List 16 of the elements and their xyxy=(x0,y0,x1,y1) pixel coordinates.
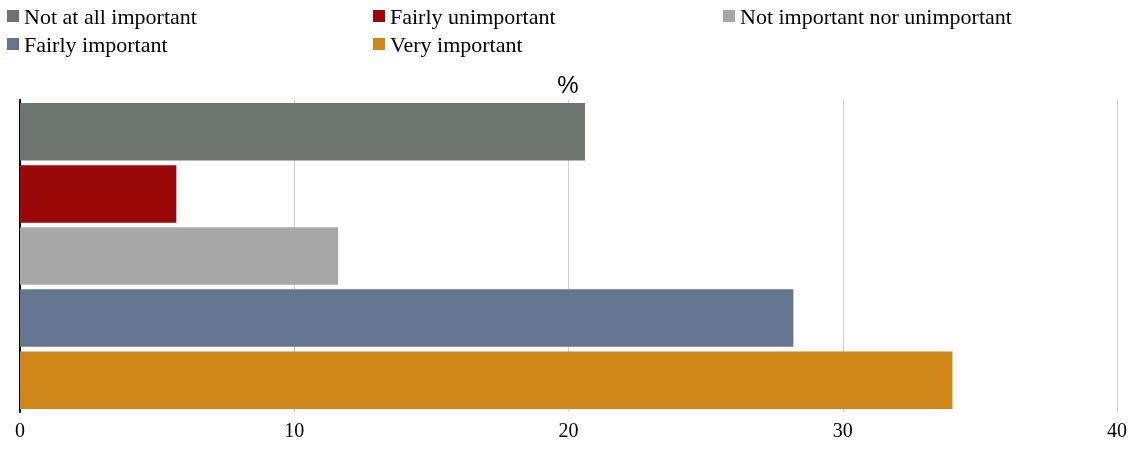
bar xyxy=(20,165,177,223)
legend-label: Not at all important xyxy=(24,3,197,29)
bar xyxy=(20,227,339,285)
x-tick-label: 20 xyxy=(558,419,579,441)
bar xyxy=(20,351,953,409)
x-tick-label: 0 xyxy=(15,419,25,441)
bar xyxy=(20,289,794,347)
bar xyxy=(20,103,585,161)
legend-label: Fairly important xyxy=(24,31,168,57)
x-tick-label: 30 xyxy=(832,419,853,441)
x-axis-title: % xyxy=(557,70,579,98)
legend-label: Not important nor unimportant xyxy=(740,3,1012,29)
x-tick-label: 40 xyxy=(1107,419,1127,441)
legend-label: Fairly unimportant xyxy=(390,3,556,29)
legend-label: Very important xyxy=(390,31,523,57)
x-tick-label: 10 xyxy=(284,419,305,441)
